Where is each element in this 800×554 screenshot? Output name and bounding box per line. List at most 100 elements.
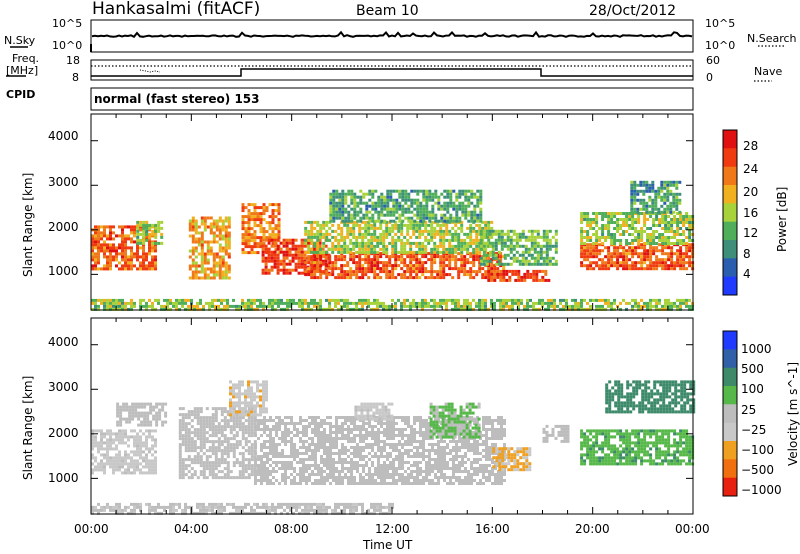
power-cell: [259, 221, 263, 225]
power-cell: [601, 261, 605, 265]
velocity-cell: [287, 461, 290, 464]
power-cell: [274, 203, 278, 207]
power-cell: [157, 229, 161, 233]
power-cell: [383, 195, 387, 199]
velocity-cell: [235, 458, 239, 462]
power-cell: [652, 233, 656, 236]
power-cell: [688, 261, 692, 265]
velocity-cell: [178, 473, 182, 477]
velocity-cell: [155, 411, 159, 415]
power-cell: [586, 221, 590, 224]
velocity-cell: [275, 455, 278, 458]
power-cell: [679, 261, 683, 265]
power-cell: [145, 301, 148, 305]
velocity-cell: [329, 422, 332, 425]
velocity-cell: [199, 443, 203, 447]
power-cell: [463, 232, 467, 236]
power-cell: [274, 215, 278, 219]
velocity-cell: [125, 408, 129, 412]
velocity-cell: [145, 444, 148, 448]
velocity-cell: [202, 437, 206, 441]
power-cell: [580, 236, 584, 239]
velocity-cell: [136, 435, 139, 439]
power-cell: [124, 255, 127, 259]
power-cell: [341, 204, 345, 208]
power-cell: [244, 245, 248, 249]
power-cell: [133, 231, 136, 235]
power-cell: [482, 235, 486, 239]
velocity-cell: [314, 467, 317, 470]
velocity-cell: [193, 410, 197, 414]
power-cell: [583, 236, 587, 239]
power-cell: [535, 269, 539, 273]
power-cell: [661, 258, 665, 262]
power-cell: [454, 235, 458, 239]
power-cell: [364, 226, 368, 230]
power-cell: [515, 232, 519, 236]
power-cell: [196, 301, 199, 305]
power-cell: [97, 240, 100, 244]
power-cell: [139, 228, 142, 232]
velocity-cell: [284, 422, 287, 425]
velocity-cell: [199, 437, 203, 441]
power-cell: [310, 229, 314, 233]
velocity-cell: [124, 450, 127, 454]
power-cell: [270, 253, 274, 257]
power-cell: [454, 298, 457, 302]
velocity-cell: [329, 482, 332, 485]
power-cell: [454, 261, 458, 265]
power-cell: [297, 265, 301, 269]
velocity-cell: [97, 450, 100, 454]
power-cell: [340, 250, 344, 254]
velocity-cell: [130, 459, 133, 463]
velocity-cell: [281, 419, 284, 422]
velocity-cell: [311, 449, 314, 452]
power-cell: [94, 298, 97, 302]
power-cell: [655, 224, 659, 227]
power-cell: [649, 252, 653, 256]
power-cell: [398, 216, 402, 220]
power-cell: [478, 301, 481, 305]
power-cell: [625, 242, 629, 245]
power-cell: [253, 307, 256, 311]
power-cell: [300, 244, 304, 248]
power-cell: [637, 246, 641, 250]
power-cell: [607, 258, 611, 262]
power-cell: [355, 261, 359, 265]
power-cell: [127, 255, 130, 259]
power-cell: [361, 250, 365, 254]
power-cell: [273, 256, 277, 260]
velocity-cell: [320, 476, 323, 479]
power-cell: [130, 307, 133, 311]
power-cell: [334, 267, 338, 271]
power-cell: [316, 232, 320, 236]
velocity-cell: [254, 473, 257, 476]
velocity-cell: [223, 407, 227, 411]
velocity-cell: [199, 407, 203, 411]
power-cell: [130, 298, 133, 302]
power-cell: [151, 246, 154, 250]
power-cell: [670, 252, 674, 256]
velocity-cell: [139, 453, 142, 457]
velocity-cell: [302, 428, 305, 431]
velocity-cell: [115, 432, 118, 436]
power-cell: [430, 238, 434, 242]
power-cell: [412, 298, 415, 302]
velocity-cell: [178, 464, 182, 468]
power-cell: [464, 198, 468, 202]
power-cell: [688, 246, 692, 250]
power-cell: [322, 226, 326, 230]
power-cell: [337, 267, 341, 271]
power-cell: [434, 192, 438, 196]
power-cell: [261, 259, 265, 263]
velocity-cell: [232, 443, 236, 447]
velocity-cell: [223, 440, 227, 444]
power-cell: [643, 215, 647, 218]
velocity-cell: [151, 444, 154, 448]
power-cell: [371, 219, 375, 223]
power-cell: [324, 244, 328, 248]
power-cell: [206, 273, 210, 277]
power-cell: [464, 192, 468, 196]
power-cell: [526, 298, 529, 302]
velocity-cell: [205, 464, 209, 468]
